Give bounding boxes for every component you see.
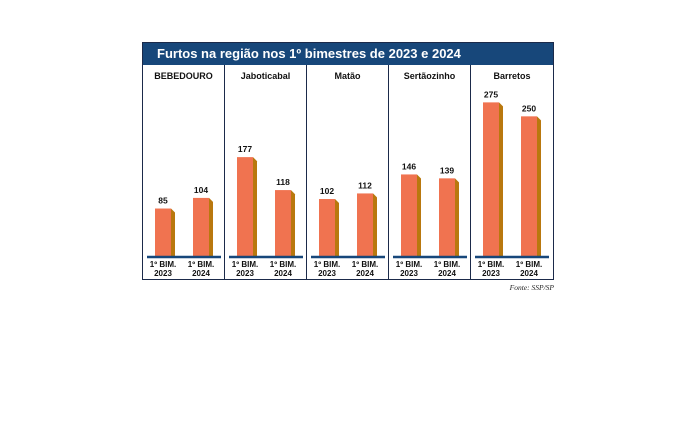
category-label: 1º BIM. 2024	[265, 260, 301, 278]
category-label-line2: 2023	[318, 269, 336, 278]
bar-side	[499, 102, 503, 257]
bar-side	[537, 116, 541, 257]
bar-side	[373, 193, 377, 256]
category-label-line1: 1º BIM.	[395, 260, 423, 269]
bar-value-label: 112	[358, 180, 372, 190]
bar	[193, 197, 209, 256]
bar-value-label: 177	[238, 144, 252, 154]
chart-panels: BEBEDOURO 85 104 1º BIM. 2023 1º BIM. 2024 Jabo…	[143, 65, 553, 279]
category-label: 1º BIM. 2023	[391, 260, 427, 278]
category-label: 1º BIM. 2023	[227, 260, 263, 278]
bar-side	[417, 174, 421, 256]
chart-frame: Furtos na região nos 1º bimestres de 202…	[142, 42, 554, 280]
category-label-line2: 2023	[236, 269, 254, 278]
category-label-line2: 2023	[154, 269, 172, 278]
bar-value-label: 118	[276, 177, 290, 187]
category-label-line2: 2024	[274, 269, 292, 278]
bar-side	[253, 157, 257, 256]
category-label-line2: 2023	[400, 269, 418, 278]
source-note: Fonte: SSP/SP	[509, 283, 554, 292]
category-label-line2: 2024	[356, 269, 374, 278]
bar-plot: 146 139	[393, 161, 467, 259]
panel-title: Barretos	[493, 71, 531, 81]
category-label-line1: 1º BIM.	[149, 260, 177, 269]
bar-value-label: 104	[194, 185, 208, 195]
panel-title: Sertãozinho	[403, 71, 456, 81]
category-label-line1: 1º BIM.	[187, 260, 215, 269]
bar-plot: 275 250	[475, 89, 549, 259]
category-label: 1º BIM. 2024	[429, 260, 465, 278]
category-label: 1º BIM. 2024	[347, 260, 383, 278]
category-label: 1º BIM. 2023	[145, 260, 181, 278]
bar-value-label: 102	[320, 186, 334, 196]
category-label-line1: 1º BIM.	[231, 260, 259, 269]
category-label-line1: 1º BIM.	[477, 260, 505, 269]
category-label: 1º BIM. 2023	[309, 260, 345, 278]
category-label-line1: 1º BIM.	[433, 260, 461, 269]
category-label: 1º BIM. 2024	[183, 260, 219, 278]
bar-plot: 177 118	[229, 144, 303, 259]
panel-title: Matão	[334, 71, 361, 81]
category-label-line2: 2024	[438, 269, 456, 278]
category-label-line1: 1º BIM.	[351, 260, 379, 269]
bar-side	[455, 178, 459, 256]
bar-value-label: 275	[484, 89, 498, 99]
bar-value-label: 250	[522, 103, 536, 113]
bar-side	[291, 190, 295, 256]
category-label-line2: 2024	[520, 269, 538, 278]
bar	[357, 193, 373, 256]
bar	[319, 199, 335, 256]
panel-bebedouro: BEBEDOURO 85 104 1º BIM. 2023 1º BIM. 2024	[143, 65, 225, 279]
category-label-line1: 1º BIM.	[515, 260, 543, 269]
bar	[439, 178, 455, 256]
bar-side	[335, 199, 339, 256]
panel-jaboticabal: Jaboticabal 177 118 1º BIM. 2023 1º BIM. 2024	[225, 65, 307, 279]
bar	[521, 116, 537, 257]
category-label-line2: 2023	[482, 269, 500, 278]
category-label-line2: 2024	[192, 269, 210, 278]
bar	[237, 157, 253, 256]
panel-title: Jaboticabal	[240, 71, 291, 81]
category-label: 1º BIM. 2024	[511, 260, 547, 278]
bar-side	[171, 208, 175, 256]
bar-value-label: 146	[402, 161, 416, 171]
bar-plot: 102 112	[311, 180, 385, 259]
category-label-line1: 1º BIM.	[313, 260, 341, 269]
panel-sertaozinho: Sertãozinho 146 139 1º BIM. 2023 1º BIM. 2024	[389, 65, 471, 279]
bar-side	[209, 197, 213, 256]
chart-title: Furtos na região nos 1º bimestres de 202…	[143, 43, 553, 65]
panel-matao: Matão 102 112 1º BIM. 2023 1º BIM. 2024	[307, 65, 389, 279]
bar-plot: 85 104	[147, 185, 221, 259]
category-label: 1º BIM. 2023	[473, 260, 509, 278]
bar-value-label: 85	[158, 196, 168, 206]
bar	[155, 208, 171, 256]
bar	[401, 174, 417, 256]
category-label-line1: 1º BIM.	[269, 260, 297, 269]
bar	[275, 190, 291, 256]
bar-value-label: 139	[440, 165, 454, 175]
panel-barretos: Barretos 275 250 1º BIM. 2023 1º BIM. 2024	[471, 65, 553, 279]
panel-title: BEBEDOURO	[154, 71, 213, 81]
bar	[483, 102, 499, 257]
